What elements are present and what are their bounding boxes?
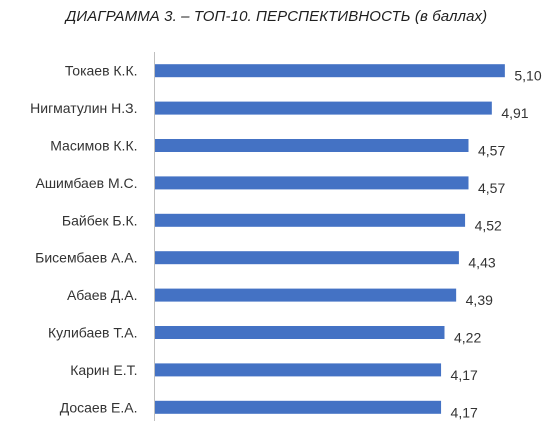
bar (155, 251, 459, 265)
data-label: 4,43 (468, 255, 495, 271)
category-label: Токаев К.К. (65, 63, 138, 79)
category-label: Масимов К.К. (50, 138, 137, 154)
bar (155, 101, 492, 115)
category-label: Нигматулин Н.З. (30, 100, 137, 116)
bar (155, 64, 505, 78)
category-label: Досаев Е.А. (60, 399, 138, 415)
data-label: 4,22 (454, 330, 481, 346)
data-label: 4,57 (478, 180, 505, 196)
bar (155, 213, 466, 227)
bar (155, 363, 442, 377)
data-label: 4,17 (451, 404, 478, 420)
bar (155, 176, 469, 190)
bar (155, 139, 469, 152)
bar (155, 400, 442, 414)
data-label: 4,57 (478, 143, 505, 159)
category-label: Байбек Б.К. (62, 212, 138, 228)
chart-title: ДИАГРАММА 3. – ТОП-10. ПЕРСПЕКТИВНОСТЬ (… (65, 8, 488, 25)
bars-group: Токаев К.К. 5,10 Нигматулин Н.З. 4,91 Масимо… (30, 63, 542, 421)
data-label: 5,10 (514, 68, 541, 84)
category-label: Кулибаев Т.А. (48, 325, 138, 341)
data-label: 4,52 (475, 217, 502, 233)
data-label: 4,39 (466, 292, 493, 308)
category-label: Бисембаев А.А. (35, 250, 137, 266)
category-label: Абаев Д.А. (67, 287, 138, 303)
bar (155, 326, 445, 339)
data-label: 4,17 (451, 367, 478, 383)
category-label: Карин Е.Т. (70, 362, 137, 378)
bar (155, 288, 457, 302)
category-label: Ашимбаев М.С. (35, 175, 137, 191)
data-label: 4,91 (501, 105, 528, 121)
